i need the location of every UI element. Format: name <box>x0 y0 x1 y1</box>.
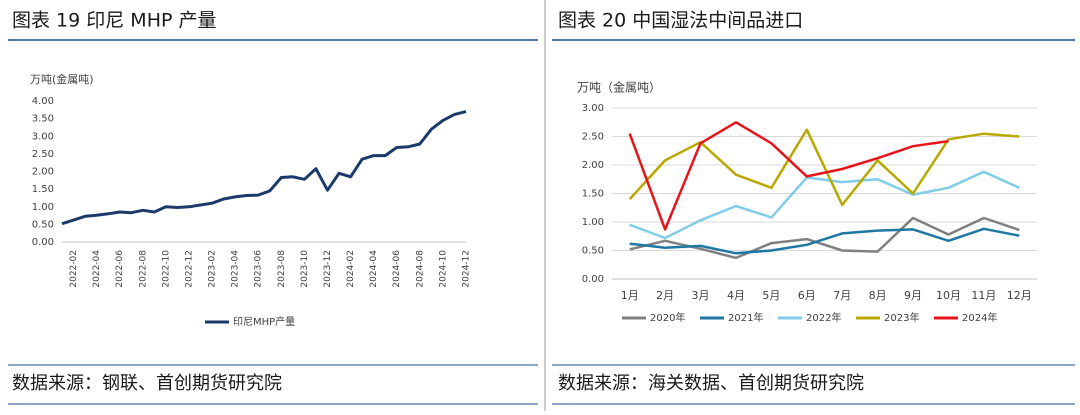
source: 数据来源：海关数据、首创期货研究院 <box>558 373 864 394</box>
x-tick-label: 2023-10 <box>300 250 310 288</box>
y-tick-label: 3.00 <box>32 131 54 142</box>
series-line <box>61 110 467 226</box>
x-tick-label: 2024-04 <box>369 250 379 288</box>
y-tick-label: 2.00 <box>32 167 54 178</box>
x-tick-label: 9月 <box>904 289 922 302</box>
y-tick-label: 2.00 <box>582 160 604 171</box>
x-tick-label: 2022-04 <box>92 250 102 288</box>
x-tick-label: 2022-12 <box>184 250 194 288</box>
x-tick-label: 2022-06 <box>115 250 125 288</box>
y-tick-label: 0.00 <box>582 274 604 285</box>
x-tick-label: 2023-08 <box>277 250 287 288</box>
x-tick-label: 3月 <box>692 289 710 302</box>
x-tick-label: 10月 <box>936 289 961 302</box>
series-line <box>629 227 1020 255</box>
x-tick-label: 11月 <box>971 289 996 302</box>
x-tick-label: 2022-10 <box>161 250 171 288</box>
y-axis-label: 万吨(金属吨) <box>30 72 94 86</box>
series-line <box>628 121 949 231</box>
x-tick-label: 2023-02 <box>208 250 218 288</box>
x-tick-label: 7月 <box>833 289 851 302</box>
x-tick-label: 5月 <box>762 289 780 302</box>
x-tick-label: 2024-08 <box>415 250 425 288</box>
x-tick-label: 2024-12 <box>462 250 472 288</box>
y-tick-label: 2.50 <box>32 149 54 160</box>
legend-label: 2024年 <box>962 311 997 324</box>
y-tick-label: 1.50 <box>32 184 54 195</box>
legend-label: 2023年 <box>884 311 919 324</box>
x-tick-label: 2024-10 <box>438 250 448 288</box>
x-tick-label: 2023-06 <box>254 250 264 288</box>
series-line <box>628 128 1020 207</box>
chart-title: 图表 19 印尼 MHP 产量 <box>12 10 216 32</box>
series-line <box>629 216 1020 260</box>
legend-label: 印尼MHP产量 <box>233 315 295 328</box>
x-tick-label: 2月 <box>656 289 674 302</box>
y-tick-label: 2.50 <box>582 132 604 143</box>
y-tick-label: 1.00 <box>582 217 604 228</box>
x-tick-label: 8月 <box>869 289 887 302</box>
y-tick-label: 0.50 <box>32 219 54 230</box>
y-tick-label: 0.00 <box>32 237 54 248</box>
y-tick-label: 3.00 <box>582 103 604 114</box>
x-tick-label: 6月 <box>798 289 816 302</box>
x-tick-label: 2023-12 <box>323 250 333 288</box>
x-tick-label: 2022-08 <box>138 250 148 288</box>
x-tick-label: 2024-02 <box>346 250 356 288</box>
y-tick-label: 4.00 <box>32 96 54 107</box>
x-tick-label: 2024-06 <box>392 250 402 288</box>
chart-title: 图表 20 中国湿法中间品进口 <box>558 10 803 32</box>
x-tick-label: 4月 <box>727 289 745 302</box>
legend-label: 2021年 <box>728 311 763 324</box>
series-line <box>629 170 1020 240</box>
x-tick-label: 1月 <box>621 289 639 302</box>
y-tick-label: 0.50 <box>582 246 604 257</box>
legend-label: 2020年 <box>650 311 685 324</box>
y-tick-label: 1.00 <box>32 202 54 213</box>
legend-label: 2022年 <box>806 311 841 324</box>
x-tick-label: 2022-02 <box>69 250 79 288</box>
x-tick-label: 12月 <box>1007 289 1032 302</box>
source: 数据来源：钢联、首创期货研究院 <box>12 373 282 394</box>
y-tick-label: 3.50 <box>32 114 54 125</box>
y-axis-label: 万吨（金属吨） <box>577 80 661 95</box>
y-tick-label: 1.50 <box>582 189 604 200</box>
x-tick-label: 2023-04 <box>231 250 241 288</box>
